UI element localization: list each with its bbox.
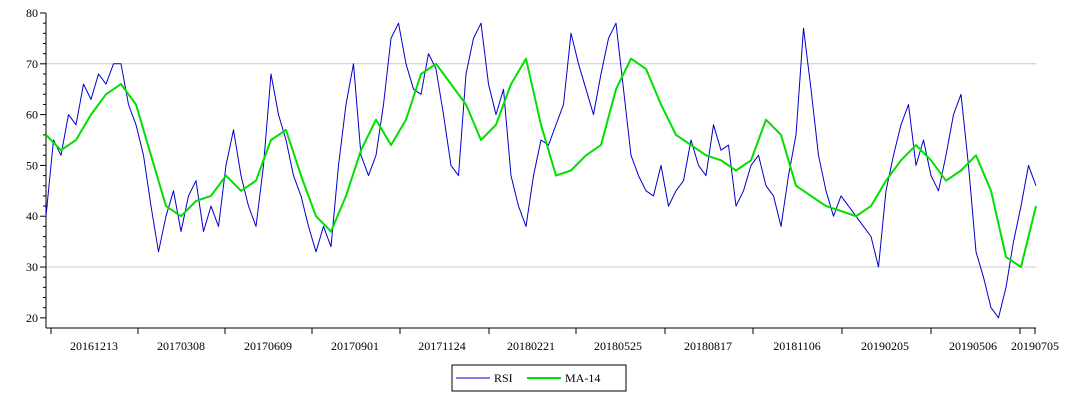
x-tick-label-20161213: 20161213 <box>70 339 118 353</box>
legend-label-ma-14: MA-14 <box>565 371 600 385</box>
y-tick-label-30: 30 <box>26 260 38 274</box>
y-tick-label-50: 50 <box>26 158 38 172</box>
y-axis: 20 30 40 50 60 70 80 <box>26 6 47 328</box>
x-tick-label-20190205: 20190205 <box>861 339 909 353</box>
y-tick-label-60: 60 <box>26 108 38 122</box>
y-tick-label-80: 80 <box>26 6 38 20</box>
x-tick-label-20170901: 20170901 <box>331 339 379 353</box>
y-tick-label-40: 40 <box>26 209 38 223</box>
x-tick-label-20181106: 20181106 <box>773 339 821 353</box>
x-tick-label-20170308: 20170308 <box>157 339 205 353</box>
y-tick-label-20: 20 <box>26 311 38 325</box>
series-ma-14 <box>45 57 1037 268</box>
grid-lines <box>46 63 1036 268</box>
legend-label-rsi: RSI <box>494 371 513 385</box>
x-tick-label-20190506: 20190506 <box>949 339 997 353</box>
x-tick-label-20171124: 20171124 <box>418 339 466 353</box>
legend: RSI MA-14 <box>451 364 627 392</box>
x-tick-label-20180525: 20180525 <box>594 339 642 353</box>
ma-14-line <box>45 57 1037 268</box>
x-tick-label-20170609: 20170609 <box>244 339 292 353</box>
x-tick-label-20190705: 20190705 <box>1011 339 1059 353</box>
x-axis: 20161213 20170308 20170609 20170901 20171124… <box>46 327 1059 353</box>
x-tick-label-20180817: 20180817 <box>684 339 732 353</box>
y-tick-label-70: 70 <box>26 57 38 71</box>
x-tick-label-20180221: 20180221 <box>507 339 555 353</box>
rsi-line <box>45 22 1037 319</box>
series-rsi <box>45 22 1037 319</box>
